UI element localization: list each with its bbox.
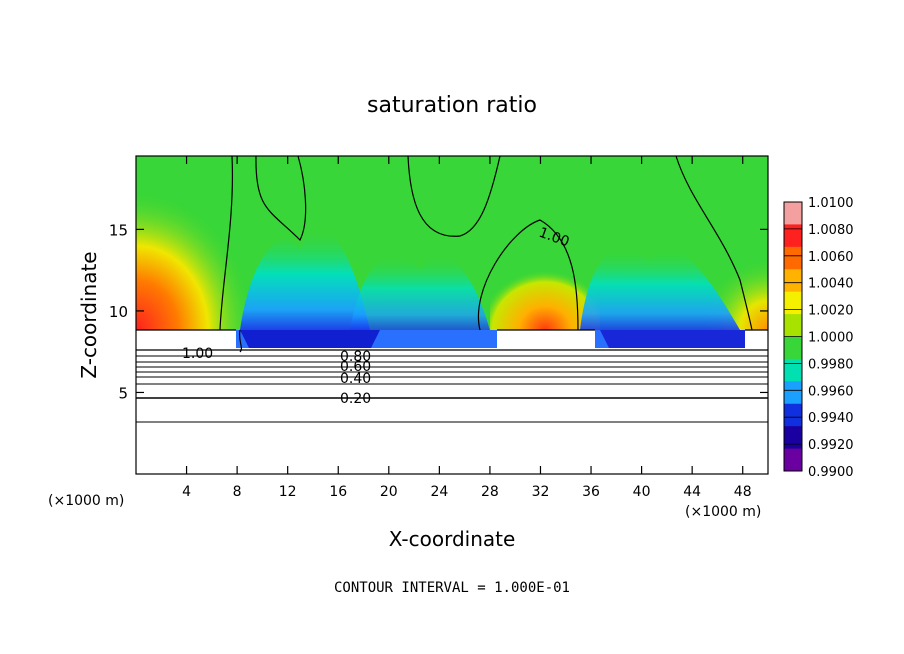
colorbar-tick-label: 1.0080 [808, 223, 854, 238]
colorbar-swatch [784, 448, 802, 472]
colorbar-tick-label: 0.9900 [808, 465, 854, 480]
x-axis-label: X-coordinate [389, 527, 516, 551]
colorbar-swatch [784, 246, 802, 270]
x-tick-label: 44 [683, 484, 701, 500]
contour-label: 1.00 [182, 346, 213, 362]
colorbar-tick-label: 1.0000 [808, 331, 854, 346]
y-tick-label: 5 [118, 384, 128, 402]
x-unit-label-left: (×1000 m) [48, 493, 124, 509]
y-axis-label: Z-coordinate [77, 251, 101, 378]
contour-label: 0.20 [340, 391, 371, 407]
x-tick-label: 36 [582, 484, 600, 500]
colorbar-tick-label: 0.9960 [808, 384, 854, 399]
colorbar-swatch [784, 314, 802, 337]
colorbar-tick-label: 0.9920 [808, 438, 854, 453]
x-axis: 4 8 12 16 20 24 28 32 36 40 44 48 [182, 156, 752, 500]
y-tick-label: 15 [109, 221, 128, 239]
x-tick-label: 40 [633, 484, 651, 500]
colorbar-swatch [784, 403, 802, 427]
x-tick-label: 16 [329, 484, 347, 500]
y-axis: 5 10 15 [109, 221, 768, 402]
x-unit-label-right: (×1000 m) [685, 504, 761, 520]
contour-label: 0.40 [340, 371, 371, 387]
colorbar-swatch [784, 224, 802, 248]
colorbar-swatch [784, 291, 802, 315]
colorbar-tick-label: 1.0020 [808, 304, 854, 319]
colorbar-swatch [784, 269, 802, 293]
contour-label: 0.80 [340, 349, 371, 365]
colorbar-tick-label: 1.0060 [808, 250, 854, 265]
x-tick-label: 20 [380, 484, 398, 500]
contour-label: 0.60 [340, 359, 371, 375]
colorbar-swatch [784, 358, 802, 382]
x-tick-label: 48 [734, 484, 752, 500]
colorbar-tick-label: 1.0040 [808, 277, 854, 292]
x-tick-label: 24 [430, 484, 448, 500]
colorbar-swatch [784, 426, 802, 450]
x-tick-label: 8 [233, 484, 242, 500]
colorbar: 1.0100 1.0080 1.0060 1.0040 1.0020 1.0000 0.99… [783, 196, 854, 480]
x-tick-label: 12 [279, 484, 297, 500]
contour-interval-annotation: CONTOUR INTERVAL = 1.000E-01 [334, 580, 570, 596]
chart-title: saturation ratio [367, 93, 537, 118]
x-tick-label: 28 [481, 484, 499, 500]
colorbar-tick-label: 0.9940 [808, 411, 854, 426]
heatmap-field [136, 155, 768, 474]
colorbar-tick-label: 0.9980 [808, 357, 854, 372]
y-tick-label: 10 [109, 303, 128, 321]
colorbar-swatch [784, 336, 802, 360]
colorbar-tick-label: 1.0100 [808, 196, 854, 211]
colorbar-swatch [784, 202, 802, 225]
x-tick-label: 32 [532, 484, 550, 500]
x-tick-label: 4 [182, 484, 191, 500]
plot-frame [135, 155, 769, 475]
colorbar-swatch [784, 381, 802, 405]
